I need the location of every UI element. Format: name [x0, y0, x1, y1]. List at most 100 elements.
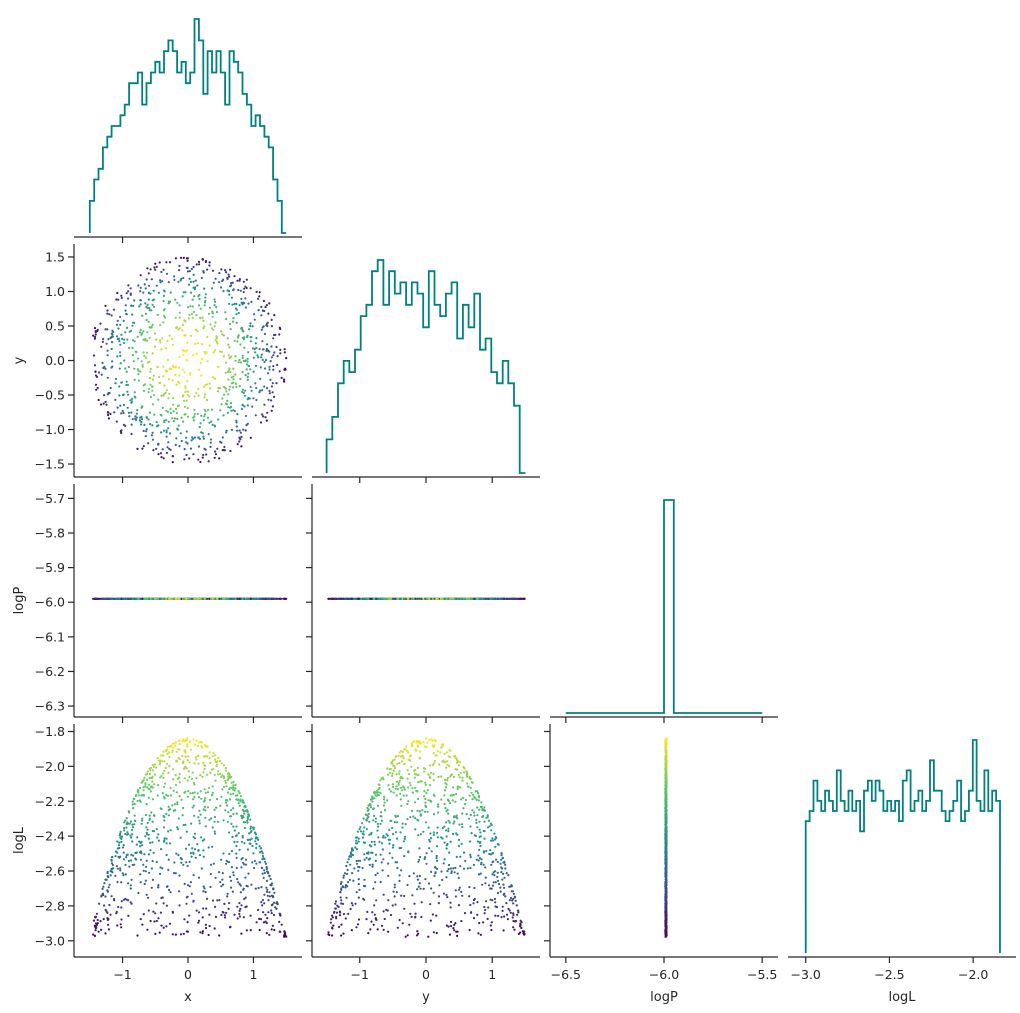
scatter-point — [141, 923, 144, 926]
scatter-point — [174, 774, 177, 777]
scatter-point — [202, 755, 206, 758]
scatter-point — [185, 430, 188, 433]
scatter-point — [183, 458, 186, 461]
scatter-point — [191, 436, 194, 439]
scatter-point — [512, 892, 516, 895]
scatter-point — [179, 857, 182, 860]
scatter-point — [265, 932, 268, 935]
scatter-point — [230, 879, 233, 882]
scatter-point — [202, 855, 205, 858]
scatter-point — [267, 372, 270, 375]
scatter-point — [153, 773, 156, 776]
scatter-point — [110, 366, 113, 369]
scatter-point — [162, 457, 165, 460]
scatter-point — [365, 918, 368, 921]
scatter-point — [238, 385, 241, 388]
scatter-point — [344, 597, 347, 600]
scatter-point — [418, 847, 421, 850]
scatter-point — [202, 761, 205, 764]
scatter-point — [148, 411, 152, 414]
scatter-point — [111, 871, 114, 874]
scatter-point — [359, 597, 363, 600]
scatter-point — [260, 353, 263, 356]
scatter-point — [222, 597, 225, 600]
scatter-point — [192, 310, 196, 313]
scatter-point — [197, 741, 200, 744]
scatter-point — [230, 850, 233, 853]
scatter-point — [197, 304, 201, 307]
scatter-point — [182, 823, 185, 827]
scatter-point — [379, 792, 382, 795]
scatter-point — [482, 921, 485, 924]
scatter-point — [207, 791, 210, 794]
scatter-point — [223, 902, 226, 906]
scatter-point — [177, 280, 180, 283]
scatter-point — [433, 597, 436, 600]
scatter-point — [283, 930, 286, 933]
scatter-point — [168, 261, 172, 264]
scatter-point — [519, 931, 522, 934]
scatter-point — [458, 888, 461, 891]
scatter-point — [208, 597, 211, 600]
scatter-point — [206, 416, 210, 419]
scatter-point — [494, 914, 497, 917]
scatter-point — [235, 385, 238, 388]
scatter-point — [254, 887, 257, 890]
scatter-point — [171, 746, 175, 749]
scatter-point — [503, 886, 506, 889]
scatter-point — [178, 904, 181, 907]
scatter-point — [249, 929, 252, 932]
scatter-point — [235, 844, 238, 848]
scatter-point — [184, 386, 187, 390]
scatter-point — [165, 837, 168, 840]
scatter-point — [365, 818, 368, 821]
scatter-point — [208, 924, 211, 928]
scatter-point — [479, 805, 483, 809]
scatter-point — [117, 855, 120, 859]
scatter-point — [220, 795, 223, 798]
scatter-point — [459, 855, 462, 858]
scatter-point — [202, 435, 205, 438]
scatter-point — [517, 911, 520, 914]
scatter-point — [257, 297, 260, 300]
scatter-point — [432, 772, 435, 776]
scatter-point — [242, 391, 245, 394]
scatter-point — [232, 381, 235, 384]
scatter-point — [208, 798, 212, 802]
scatter-point — [167, 397, 170, 400]
scatter-point — [199, 460, 202, 464]
scatter-point — [159, 911, 162, 914]
scatter-point — [146, 339, 149, 342]
scatter-point — [232, 288, 235, 291]
scatter-point — [164, 391, 167, 394]
scatter-point — [270, 356, 273, 359]
scatter-point — [185, 861, 188, 864]
scatter-point — [379, 779, 382, 782]
scatter-point — [384, 836, 387, 839]
scatter-point — [197, 597, 200, 600]
scatter-point — [127, 411, 130, 414]
scatter-point — [211, 408, 214, 411]
scatter-point — [193, 791, 196, 794]
scatter-point — [362, 830, 365, 833]
scatter-point — [151, 352, 154, 355]
scatter-point — [375, 597, 378, 600]
scatter-point — [194, 756, 197, 759]
scatter-point — [423, 795, 426, 798]
scatter-point — [220, 775, 223, 779]
scatter-point — [147, 391, 150, 394]
scatter-point — [186, 393, 189, 396]
scatter-point — [223, 445, 226, 449]
scatter-point — [481, 815, 484, 819]
scatter-point — [187, 390, 190, 393]
scatter-point — [239, 361, 242, 364]
scatter-point — [168, 334, 171, 337]
scatter-point — [179, 256, 183, 259]
scatter-point — [435, 914, 438, 917]
scatter-point — [167, 814, 170, 817]
scatter-point — [466, 775, 469, 778]
scatter-point — [410, 745, 413, 748]
scatter-point — [125, 380, 128, 383]
scatter-point — [197, 368, 200, 371]
scatter-point — [110, 314, 113, 317]
